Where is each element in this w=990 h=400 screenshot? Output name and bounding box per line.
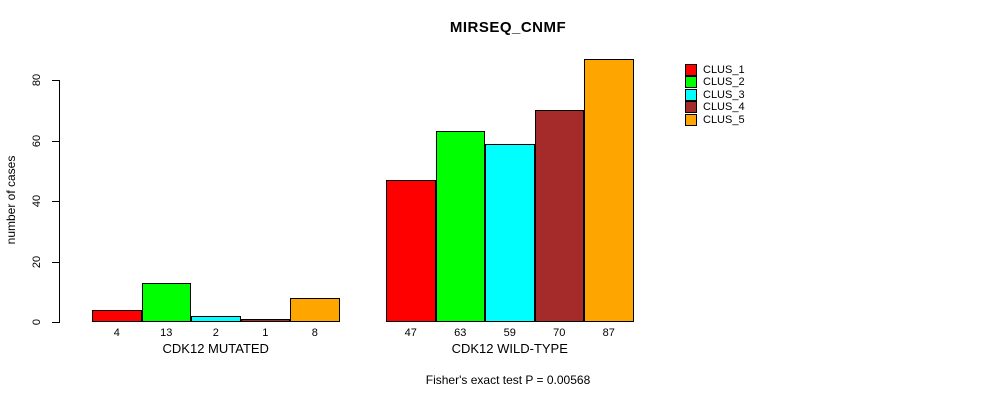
y-axis-tick [52, 322, 59, 323]
legend-swatch [685, 88, 697, 101]
footnote-pvalue: Fisher's exact test P = 0.00568 [425, 373, 591, 387]
y-axis-tick [52, 80, 59, 81]
legend-item: CLUS_4 [685, 101, 745, 114]
bar-clus_4-group1 [240, 319, 290, 322]
bar-value-label: 59 [503, 327, 516, 339]
legend-label: CLUS_5 [703, 113, 745, 126]
legend-swatch [685, 76, 697, 89]
y-axis-line [59, 80, 60, 323]
bar-clus_2-group2 [435, 131, 485, 322]
legend-label: CLUS_3 [703, 88, 745, 101]
bar-clus_5-group1 [290, 298, 340, 322]
bar-value-label: 47 [404, 327, 417, 339]
bar-clus_1-group1 [92, 310, 142, 322]
y-axis-tick [52, 262, 59, 263]
legend-item: CLUS_2 [685, 76, 745, 89]
legend-label: CLUS_2 [703, 76, 745, 89]
bar-value-label: 2 [212, 327, 219, 339]
legend-swatch [685, 64, 697, 76]
legend-item: CLUS_1 [685, 64, 745, 76]
legend-item: CLUS_3 [685, 88, 745, 101]
legend-label: CLUS_1 [703, 64, 745, 76]
bar-clus_5-group2 [584, 59, 634, 322]
bar-clus_3-group1 [191, 316, 241, 322]
bar-value-label: 1 [262, 327, 269, 339]
bar-clus_3-group2 [485, 144, 535, 322]
legend-label: CLUS_4 [703, 101, 745, 114]
bar-value-label: 4 [113, 327, 120, 339]
legend-swatch [685, 101, 697, 114]
bar-clus_2-group1 [141, 283, 191, 322]
bar-clus_1-group2 [386, 180, 436, 322]
y-axis-tick [52, 141, 59, 142]
bar-value-label: 8 [311, 327, 318, 339]
bar-value-label: 70 [553, 327, 566, 339]
bar-value-label: 63 [454, 327, 467, 339]
bar-value-label: 13 [160, 327, 173, 339]
y-axis-tick [52, 201, 59, 202]
bar-value-label: 87 [602, 327, 615, 339]
legend-swatch [685, 113, 697, 126]
chart-title: MIRSEQ_CNMF [449, 19, 567, 36]
legend-item: CLUS_5 [685, 113, 745, 126]
x-group-label: CDK12 MUTATED [162, 341, 269, 356]
bar-clus_4-group2 [534, 110, 584, 322]
x-group-label: CDK12 WILD-TYPE [451, 341, 568, 356]
